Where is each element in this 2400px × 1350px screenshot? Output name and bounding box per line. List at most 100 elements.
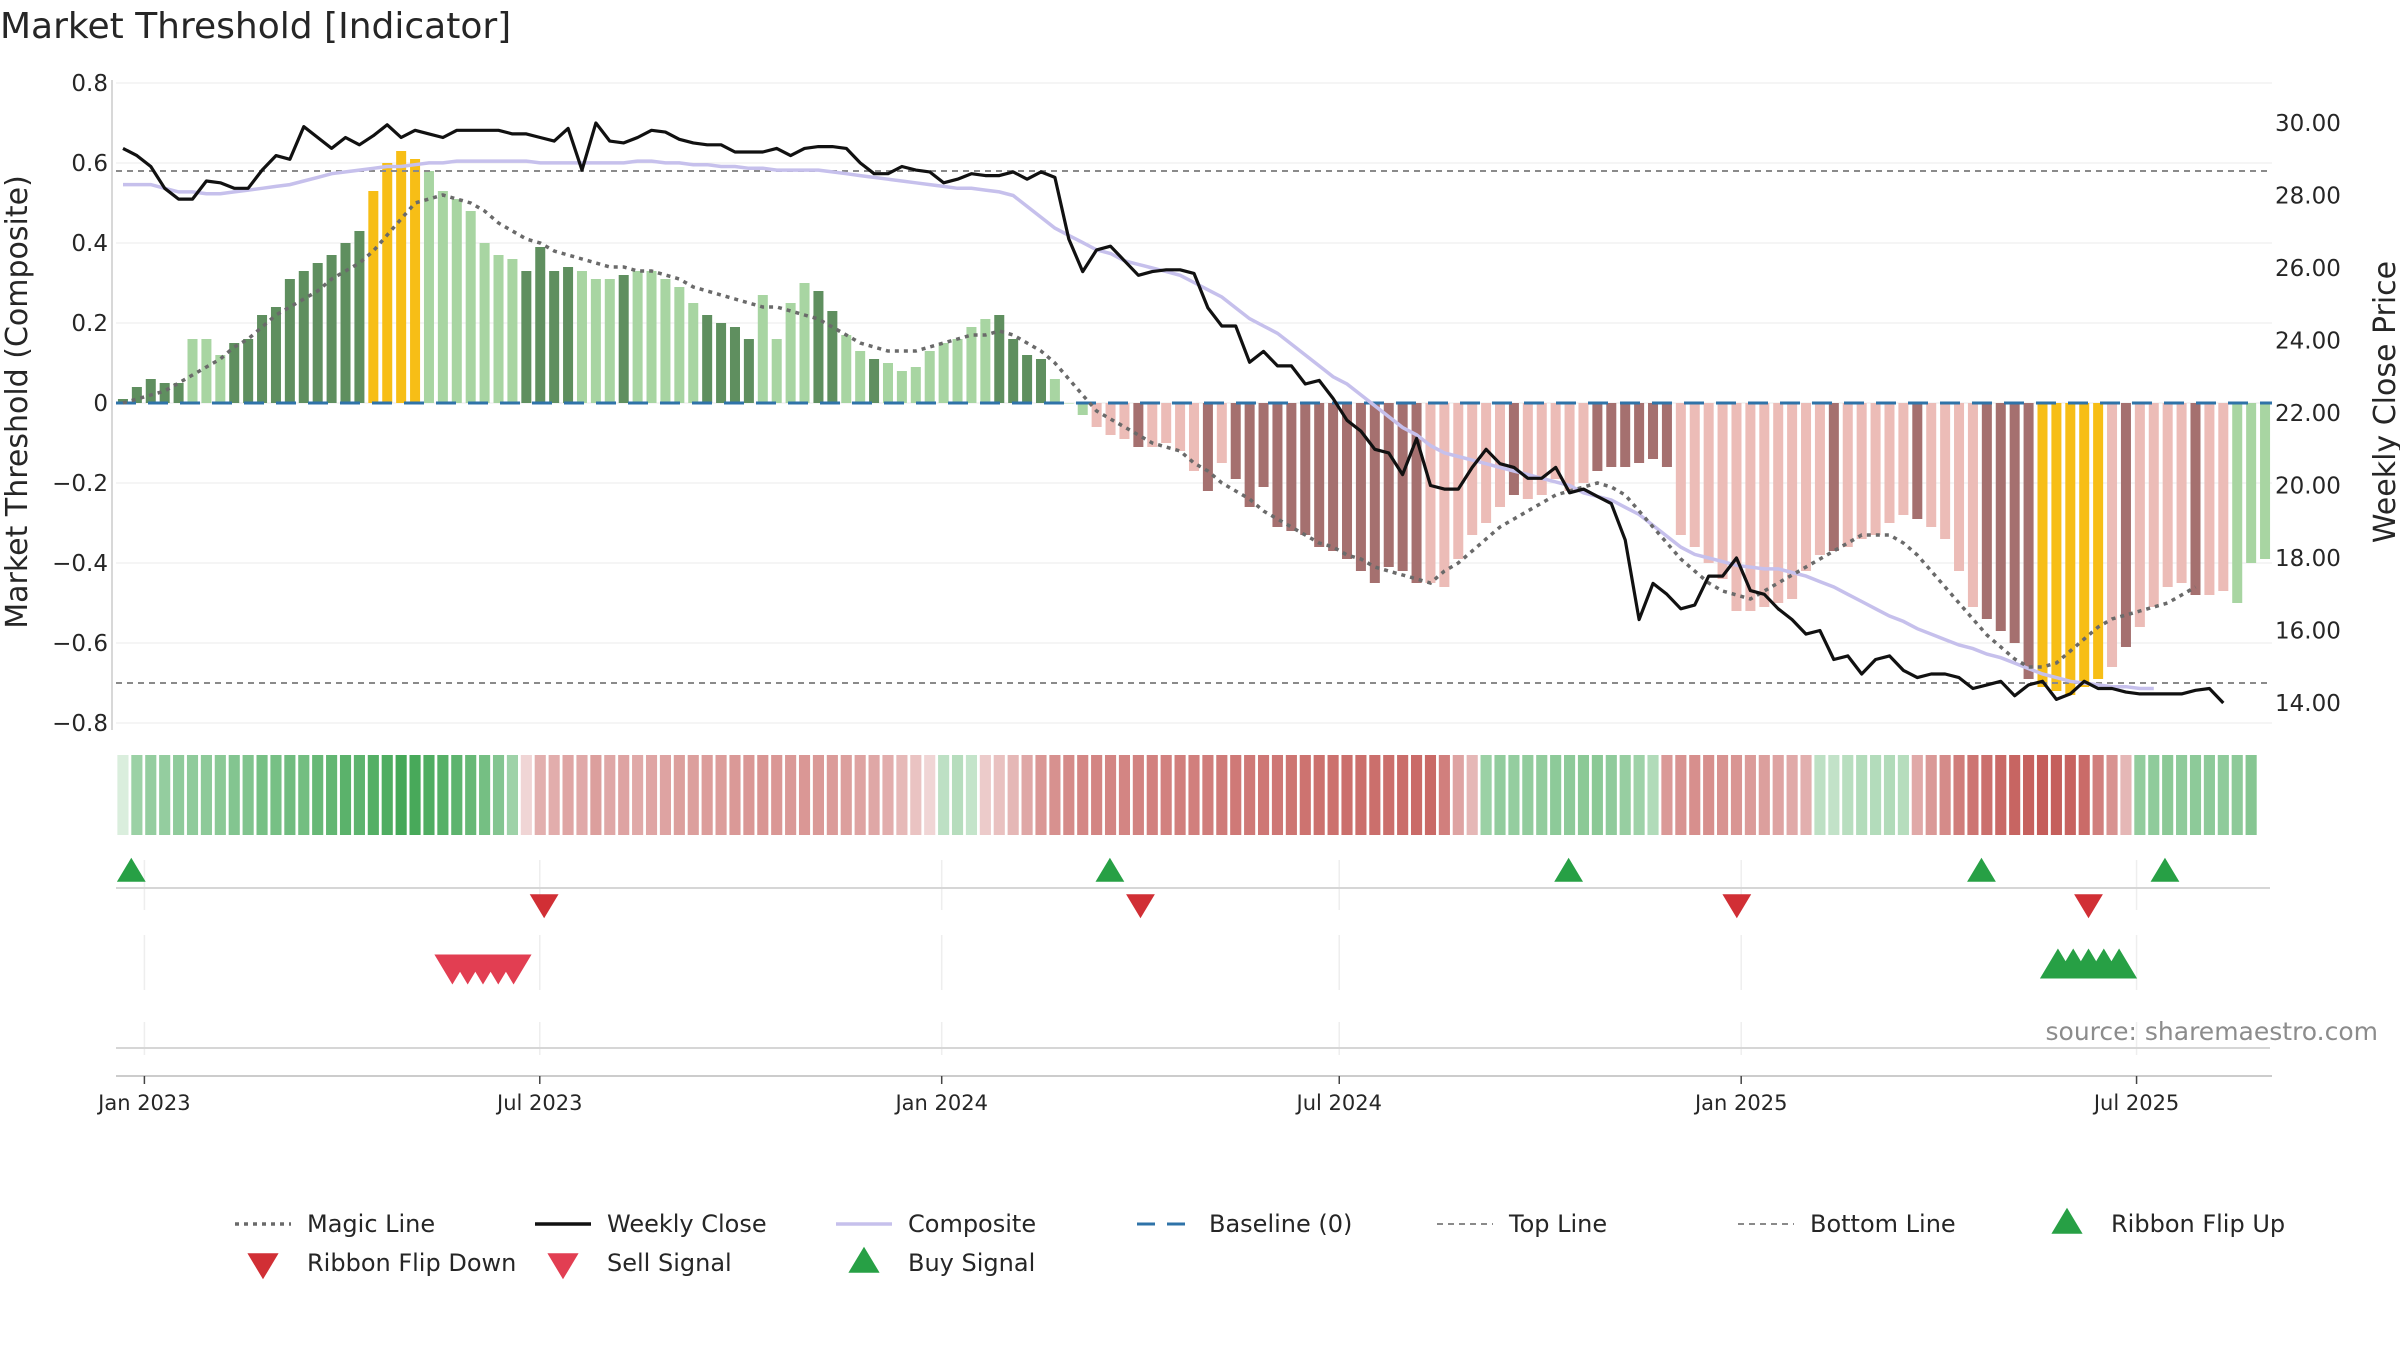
ribbon-segment: [1174, 755, 1186, 835]
composite-bar: [312, 263, 323, 403]
ribbon-strip: [117, 755, 2257, 835]
composite-bar: [1008, 339, 1019, 403]
ribbon-segment: [1550, 755, 1562, 835]
composite-bar: [1133, 403, 1144, 447]
composite-bar: [938, 343, 949, 403]
legend-label: Baseline (0): [1209, 1210, 1352, 1238]
ribbon-segment: [2106, 755, 2118, 835]
ribbon-segment: [242, 755, 254, 835]
composite-bar: [410, 159, 421, 403]
ribbon-segment: [492, 755, 505, 835]
ribbon-segment: [298, 755, 310, 835]
ribbon-segment: [1842, 755, 1854, 835]
composite-bar: [757, 295, 768, 403]
ribbon-segment: [590, 755, 602, 835]
composite-bar: [1341, 403, 1353, 559]
ribbon-segment: [743, 755, 755, 835]
ribbon-segment: [1285, 755, 1297, 835]
y2-tick-label: 16.00: [2275, 619, 2341, 645]
ribbon-segment: [2064, 755, 2076, 835]
composite-bar: [1508, 403, 1519, 495]
composite-bar: [1522, 403, 1533, 499]
ribbon-flip-down-marker: [2074, 894, 2103, 919]
composite-bar: [187, 339, 198, 403]
composite-bar: [1787, 403, 1798, 599]
ribbon-segment: [1257, 755, 1270, 835]
composite-bar: [576, 271, 587, 403]
ribbon-segment: [1035, 755, 1047, 835]
ribbon-segment: [1633, 755, 1645, 835]
composite-bar: [340, 243, 351, 403]
y-tick-label: −0.6: [52, 631, 108, 657]
ribbon-segment: [562, 755, 574, 835]
composite-bar: [1995, 403, 2006, 631]
composite-bar: [1355, 403, 1366, 571]
ribbon-segment: [1438, 755, 1450, 835]
chart-title: Market Threshold [Indicator]: [0, 6, 511, 47]
ribbon-segment: [1063, 755, 1075, 835]
composite-bar: [521, 271, 532, 403]
composite-bar: [827, 311, 838, 403]
ribbon-segment: [1536, 755, 1548, 835]
ribbon-flip-down-marker: [529, 894, 559, 919]
ribbon-segment: [1661, 755, 1673, 835]
signals-panel: [116, 857, 2270, 1055]
legend-item: Ribbon Flip Down: [247, 1249, 516, 1280]
y-tick-label: −0.2: [52, 471, 108, 497]
ribbon-segment: [2189, 755, 2202, 835]
composite-bar: [729, 327, 740, 403]
composite-bar: [535, 247, 546, 403]
x-tick-label: Jan 2023: [96, 1091, 191, 1115]
ribbon-segment: [256, 755, 268, 835]
ribbon-segment: [1160, 755, 1172, 835]
composite-bar: [1425, 403, 1436, 583]
composite-bar: [1870, 403, 1881, 535]
x-axis: Jan 2023 Jul 2023 Jan 2024 Jul 2024 Jan 2025…: [96, 1075, 2272, 1115]
composite-bar: [1383, 403, 1394, 567]
ribbon-segment: [1981, 755, 1993, 835]
ribbon-segment: [715, 755, 727, 835]
y2-tick-label: 28.00: [2275, 184, 2341, 210]
legend-label: Ribbon Flip Up: [2111, 1210, 2285, 1238]
ribbon-segment: [423, 755, 435, 835]
composite-bar: [1119, 403, 1130, 439]
composite-bar: [1063, 403, 1074, 404]
legend-item: Top Line: [1437, 1210, 1607, 1238]
legend-label: Ribbon Flip Down: [307, 1249, 516, 1277]
composite-bar: [1147, 403, 1158, 447]
ribbon-flip-up-marker: [1095, 857, 1125, 882]
composite-bar: [771, 339, 782, 403]
composite-bar: [354, 231, 365, 403]
composite-bar: [1856, 403, 1867, 539]
composite-bar: [1578, 403, 1589, 483]
composite-bar: [2176, 403, 2187, 583]
ribbon-segment: [1953, 755, 1965, 835]
composite-bar: [1801, 403, 1812, 571]
ribbon-flip-up-marker: [2150, 857, 2180, 882]
composite-bar: [1314, 403, 1325, 547]
composite-bar: [1634, 403, 1645, 463]
ribbon-segment: [381, 755, 393, 835]
ribbon-flip-down-marker: [1126, 894, 1155, 919]
ribbon-segment: [632, 755, 644, 835]
ribbon-segment: [1939, 755, 1951, 835]
composite-bar: [1661, 403, 1672, 467]
ribbon-segment: [882, 755, 894, 835]
composite-bar: [702, 315, 713, 403]
ribbon-segment: [2120, 755, 2132, 835]
composite-bar: [1912, 403, 1923, 519]
ribbon-segment: [159, 755, 171, 835]
legend-swatch: [547, 1253, 579, 1280]
ribbon-segment: [854, 755, 866, 835]
composite-bar: [1035, 359, 1047, 403]
composite-bar: [1188, 403, 1200, 471]
composite-bar: [1967, 403, 1978, 607]
composite-bar: [1453, 403, 1464, 559]
ribbon-segment: [1021, 755, 1033, 835]
ribbon-segment: [2009, 755, 2021, 835]
ribbon-segment: [437, 755, 449, 835]
ribbon-segment: [1772, 755, 1784, 835]
composite-bar: [1606, 403, 1617, 467]
ribbon-segment: [1828, 755, 1840, 835]
composite-bar: [1286, 403, 1297, 531]
